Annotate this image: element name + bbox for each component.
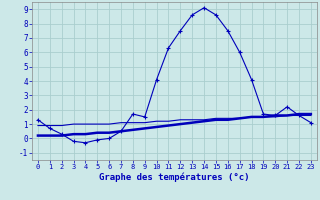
X-axis label: Graphe des températures (°c): Graphe des températures (°c) <box>99 173 250 182</box>
